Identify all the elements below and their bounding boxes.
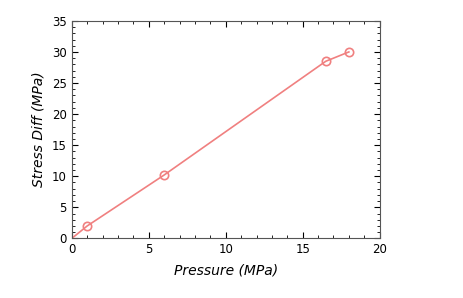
X-axis label: Pressure (MPa): Pressure (MPa) bbox=[174, 263, 278, 277]
Y-axis label: Stress Diff (MPa): Stress Diff (MPa) bbox=[31, 72, 45, 187]
